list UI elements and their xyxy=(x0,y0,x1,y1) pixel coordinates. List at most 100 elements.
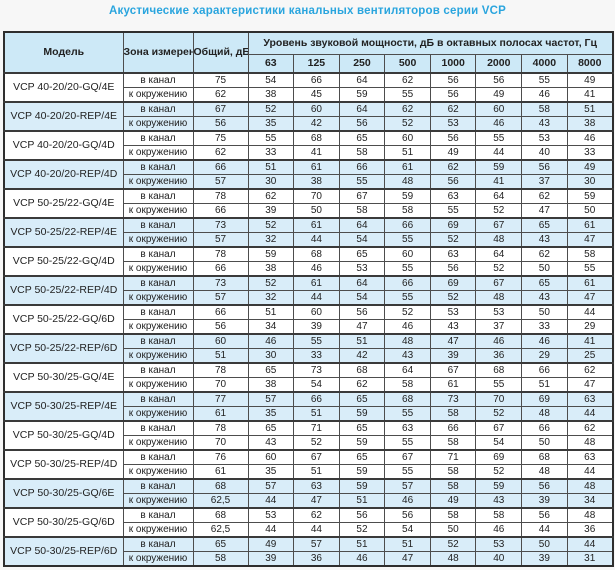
band-cell: 47 xyxy=(521,203,568,219)
table-row: VCP 40-20/20-REP/4E в канал 67 52 60 64 62 62 60… xyxy=(3,101,614,132)
band-cell: 44 xyxy=(475,145,523,161)
band-cell: 65 xyxy=(338,130,386,146)
total-cell: 78 xyxy=(192,420,249,436)
band-cell: 56 xyxy=(521,478,568,494)
band-cell: 46 xyxy=(521,87,568,103)
band-cell: 61 xyxy=(293,217,340,233)
band-cell: 55 xyxy=(293,333,340,349)
band-cell: 51 xyxy=(338,333,386,349)
table-row: VCP 50-30/25-REP/4D в канал 76 60 67 65 67 71 69… xyxy=(3,449,614,480)
freq-header: 63 xyxy=(247,53,295,74)
band-cell: 48 xyxy=(384,333,431,349)
header-row-main: Модель Зона измерения Общий, дБА Уровень… xyxy=(3,31,614,74)
band-cell: 59 xyxy=(384,188,431,204)
band-cell: 46 xyxy=(384,493,431,509)
freq-header: 2000 xyxy=(475,53,523,74)
band-cell: 39 xyxy=(247,551,295,567)
band-cell: 55 xyxy=(566,261,614,277)
band-cell: 43 xyxy=(521,232,568,248)
band-cell: 52 xyxy=(475,261,523,277)
band-cell: 50 xyxy=(521,435,568,451)
table-header: Модель Зона измерения Общий, дБА Уровень… xyxy=(3,31,614,74)
zone-cell: в канал xyxy=(122,275,194,291)
zone-cell: к окружению xyxy=(122,406,194,422)
table-row: VCP 40-20/20-REP/4D в канал 66 51 61 66 61 62 59… xyxy=(3,159,614,190)
total-cell: 66 xyxy=(192,304,249,320)
total-cell: 68 xyxy=(192,478,249,494)
band-cell: 59 xyxy=(338,435,386,451)
model-cell: VCP 50-30/25-GQ/6E xyxy=(3,478,124,509)
band-cell: 64 xyxy=(338,217,386,233)
zone-cell: в канал xyxy=(122,101,194,117)
band-cell: 43 xyxy=(247,435,295,451)
band-cell: 58 xyxy=(429,478,477,494)
model-cell: VCP 50-25/22-GQ/4D xyxy=(3,246,124,277)
table-row: VCP 50-30/25-GQ/6D в канал 68 53 62 56 56 58 58 5… xyxy=(3,507,614,538)
model-cell: VCP 40-20/20-REP/4D xyxy=(3,159,124,190)
band-cell: 31 xyxy=(566,551,614,567)
band-cell: 51 xyxy=(566,101,614,117)
band-cell: 52 xyxy=(475,406,523,422)
zone-cell: к окружению xyxy=(122,232,194,248)
table-row: к окружению 62,5 44 47 51 46 49 43 39 34 xyxy=(4,493,614,509)
band-cell: 51 xyxy=(293,464,340,480)
band-cell: 53 xyxy=(475,536,523,552)
band-cell: 52 xyxy=(384,304,431,320)
band-cell: 55 xyxy=(521,72,568,88)
band-cell: 71 xyxy=(293,420,340,436)
table-row: VCP 50-25/22-GQ/4E в канал 78 62 70 67 59 63 64 6… xyxy=(3,188,614,219)
band-cell: 48 xyxy=(384,174,431,190)
table-row: к окружению 66 38 46 53 55 56 52 50 55 xyxy=(4,261,614,277)
band-cell: 52 xyxy=(384,116,431,132)
band-cell: 68 xyxy=(293,130,340,146)
band-cell: 69 xyxy=(475,449,523,465)
table-row: VCP 50-25/22-REP/4E в канал 73 52 61 64 66 69 67… xyxy=(3,217,614,248)
total-cell: 51 xyxy=(192,348,249,364)
table-row: VCP 50-30/25-REP/6D в канал 65 49 57 51 51 52 53… xyxy=(3,536,614,567)
band-cell: 46 xyxy=(521,333,568,349)
zone-cell: в канал xyxy=(122,246,194,262)
band-cell: 69 xyxy=(429,275,477,291)
total-cell: 73 xyxy=(192,217,249,233)
zone-cell: к окружению xyxy=(122,348,194,364)
table-body: VCP 40-20/20-GQ/4E в канал 75 54 66 64 62 56 56 5… xyxy=(3,72,614,567)
band-cell: 37 xyxy=(521,174,568,190)
band-cell: 56 xyxy=(429,130,477,146)
band-cell: 41 xyxy=(475,174,523,190)
band-cell: 62 xyxy=(566,362,614,378)
band-cell: 38 xyxy=(247,377,295,393)
band-cell: 47 xyxy=(429,333,477,349)
band-cell: 33 xyxy=(566,145,614,161)
band-cell: 56 xyxy=(429,87,477,103)
band-cell: 63 xyxy=(293,478,340,494)
zone-cell: в канал xyxy=(122,391,194,407)
band-cell: 56 xyxy=(338,507,386,523)
band-cell: 58 xyxy=(429,464,477,480)
band-cell: 47 xyxy=(566,290,614,306)
band-cell: 56 xyxy=(429,174,477,190)
band-cell: 29 xyxy=(566,319,614,335)
band-cell: 67 xyxy=(475,420,523,436)
band-cell: 65 xyxy=(521,217,568,233)
band-cell: 60 xyxy=(384,246,431,262)
table-row: VCP 50-30/25-GQ/4E в канал 78 65 73 68 64 67 68 6… xyxy=(3,362,614,393)
model-column-header: Модель xyxy=(3,31,124,74)
band-cell: 70 xyxy=(475,391,523,407)
band-cell: 40 xyxy=(475,551,523,567)
band-cell: 48 xyxy=(566,507,614,523)
total-cell: 61 xyxy=(192,464,249,480)
band-cell: 58 xyxy=(384,377,431,393)
table-row: VCP 50-25/22-GQ/6D в канал 66 51 60 56 52 53 53 5… xyxy=(3,304,614,335)
band-cell: 43 xyxy=(521,290,568,306)
band-cell: 54 xyxy=(247,72,295,88)
model-cell: VCP 50-25/22-REP/4E xyxy=(3,217,124,248)
band-cell: 67 xyxy=(338,188,386,204)
band-cell: 68 xyxy=(384,391,431,407)
model-cell: VCP 50-30/25-REP/4E xyxy=(3,391,124,422)
band-cell: 57 xyxy=(247,391,295,407)
model-cell: VCP 50-25/22-REP/4D xyxy=(3,275,124,306)
freq-header: 4000 xyxy=(521,53,568,74)
freq-header: 1000 xyxy=(429,53,477,74)
band-cell: 63 xyxy=(384,420,431,436)
band-cell: 64 xyxy=(338,72,386,88)
